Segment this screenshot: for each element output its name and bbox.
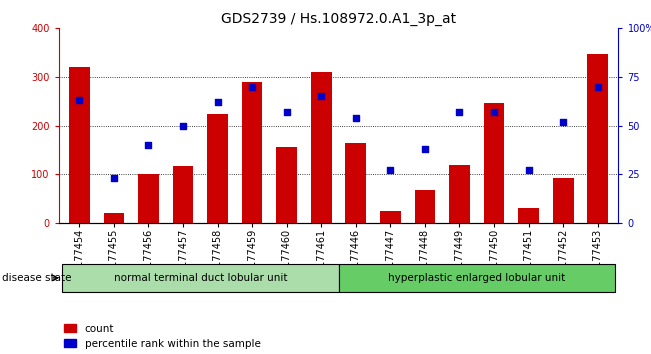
Point (420, 146, 430, 152)
Bar (415, 190, 436, 223)
Point (143, 142, 154, 148)
Point (109, 176, 119, 181)
Point (212, 99, 223, 105)
Bar (242, 82, 262, 223)
Point (489, 109, 499, 115)
Point (523, 167, 534, 173)
Bar (69, 67, 90, 223)
Bar (346, 143, 366, 223)
Bar (207, 114, 228, 223)
Bar (518, 209, 539, 223)
Text: normal terminal duct lobular unit: normal terminal duct lobular unit (113, 273, 287, 283)
Title: GDS2739 / Hs.108972.0.A1_3p_at: GDS2739 / Hs.108972.0.A1_3p_at (221, 12, 456, 26)
Point (454, 109, 465, 115)
Legend: count, percentile rank within the sample: count, percentile rank within the sample (64, 324, 260, 349)
Point (178, 123, 188, 129)
Point (247, 84, 257, 90)
Point (351, 115, 361, 121)
Point (592, 84, 603, 90)
Bar (449, 165, 470, 223)
Bar (173, 166, 193, 223)
Text: disease state: disease state (2, 273, 72, 283)
Bar (553, 178, 574, 223)
Point (281, 109, 292, 115)
Bar (138, 175, 159, 223)
Bar (276, 147, 297, 223)
Bar (311, 72, 331, 223)
Bar (104, 213, 124, 223)
Point (558, 119, 568, 125)
Point (385, 167, 396, 173)
Point (316, 93, 326, 99)
Bar (484, 103, 505, 223)
Text: hyperplastic enlarged lobular unit: hyperplastic enlarged lobular unit (388, 273, 565, 283)
Point (74, 97, 85, 103)
Bar (380, 211, 401, 223)
Bar (587, 53, 608, 223)
